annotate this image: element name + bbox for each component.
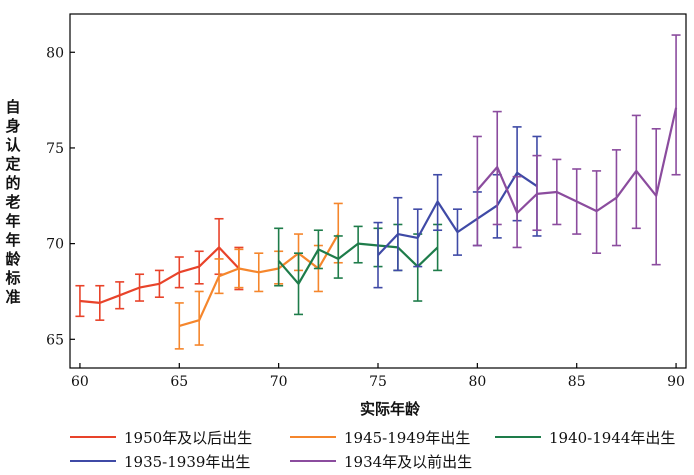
x-tick-label: 90 bbox=[667, 374, 685, 390]
legend-item-1945: 1945-1949年出生 bbox=[290, 427, 470, 447]
plot-frame bbox=[69, 13, 687, 369]
axis-ticks: 60 65 70 75 80 85 90 65 70 75 80 bbox=[46, 45, 685, 390]
series-group bbox=[75, 217, 244, 321]
x-tick-label: 60 bbox=[71, 374, 89, 390]
y-tick-label: 65 bbox=[46, 332, 64, 348]
legend-label: 1940-1944年出生 bbox=[549, 428, 676, 447]
legend-item-1940: 1940-1944年出生 bbox=[495, 427, 675, 447]
legend-item-1950: 1950年及以后出生 bbox=[70, 427, 252, 447]
series-line bbox=[377, 171, 538, 256]
x-tick-label: 85 bbox=[568, 374, 586, 390]
x-tick-label: 75 bbox=[369, 374, 387, 390]
legend-item-1934: 1934年及以前出生 bbox=[290, 451, 472, 471]
series-line bbox=[178, 233, 340, 327]
series-group bbox=[472, 34, 681, 266]
x-tick-label: 70 bbox=[270, 374, 288, 390]
legend-label: 1945-1949年出生 bbox=[344, 428, 471, 447]
x-tick-label: 80 bbox=[468, 374, 486, 390]
series-layer bbox=[75, 34, 681, 350]
legend-swatch bbox=[290, 436, 336, 438]
legend-swatch bbox=[290, 460, 336, 462]
series-line bbox=[277, 242, 439, 285]
legend-swatch bbox=[495, 436, 541, 438]
x-axis-label: 实际年龄 bbox=[359, 400, 420, 418]
series-group bbox=[373, 126, 542, 289]
series-line bbox=[79, 246, 240, 304]
y-tick-label: 80 bbox=[46, 45, 64, 61]
legend-item-1935: 1935-1939年出生 bbox=[70, 451, 250, 471]
x-tick-label: 65 bbox=[170, 374, 188, 390]
legend-swatch bbox=[70, 436, 116, 438]
legend-swatch bbox=[70, 460, 116, 462]
legend-label: 1934年及以前出生 bbox=[344, 452, 473, 471]
legend-label: 1935-1939年出生 bbox=[124, 452, 251, 471]
legend-label: 1950年及以后出生 bbox=[124, 428, 253, 447]
y-axis-label: 自身认定的老年年龄标准 bbox=[5, 98, 21, 306]
series-line bbox=[476, 107, 678, 215]
y-tick-label: 70 bbox=[46, 237, 64, 253]
series-group bbox=[174, 202, 343, 350]
y-tick-label: 75 bbox=[46, 141, 64, 157]
